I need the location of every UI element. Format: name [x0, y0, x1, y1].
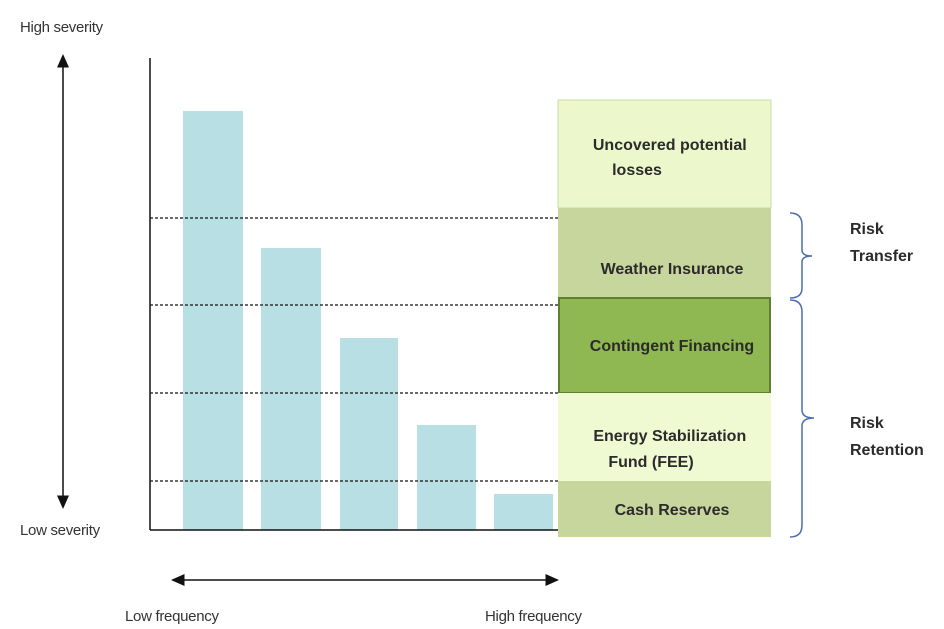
- y-bottom-label: Low severity: [20, 522, 101, 539]
- group-label: Risk Retention: [850, 415, 924, 459]
- bar: [494, 494, 553, 530]
- bar: [261, 248, 321, 530]
- bar: [417, 425, 476, 530]
- group-label: Risk Transfer: [850, 221, 913, 265]
- layer-box: [557, 99, 772, 209]
- brace: [789, 299, 815, 538]
- bar: [340, 338, 398, 530]
- layer-label: Energy Stabilization Fund (FEE): [593, 428, 750, 471]
- layer-stack: Uncovered potential losses Weather Insur…: [557, 99, 772, 537]
- braces: [789, 212, 815, 538]
- layer-box: [558, 481, 771, 537]
- layer-label: Weather Insurance: [601, 261, 744, 278]
- bar: [183, 111, 243, 530]
- layer-box: [558, 297, 771, 394]
- dashed-lines: [150, 217, 558, 482]
- layer-label: Uncovered potential losses: [593, 137, 751, 179]
- bars: [183, 111, 553, 530]
- layer-label: Contingent Financing: [590, 338, 754, 355]
- brace: [789, 212, 813, 299]
- layer-box: [558, 393, 771, 481]
- x-left-label: Low frequency: [125, 608, 219, 625]
- layer-box: [558, 208, 771, 298]
- y-top-label: High severity: [20, 19, 104, 36]
- layer-label: Cash Reserves: [615, 502, 730, 519]
- x-right-label: High frequency: [485, 608, 582, 625]
